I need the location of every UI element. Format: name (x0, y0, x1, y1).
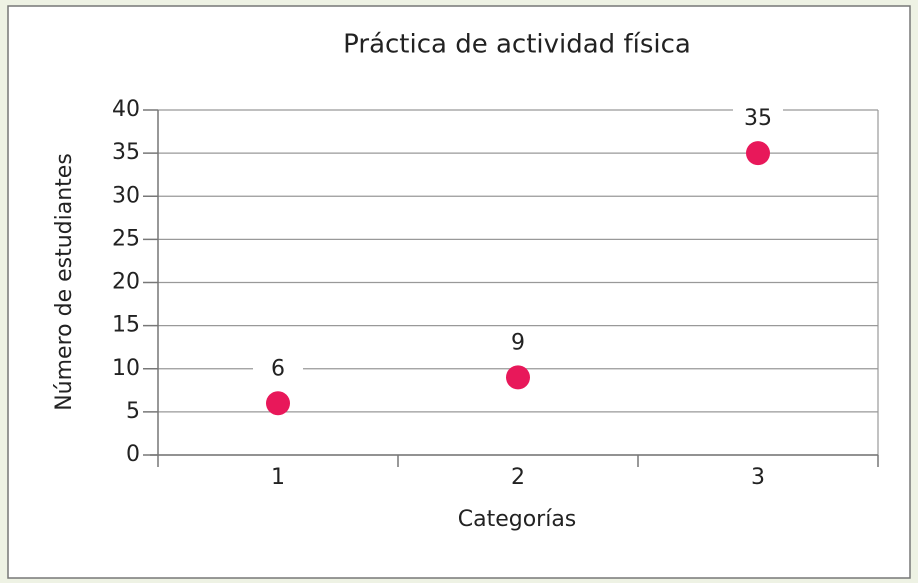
y-tick-label: 15 (112, 313, 140, 338)
dot (506, 365, 530, 390)
y-tick-label: 40 (112, 97, 140, 122)
y-tick-label: 5 (126, 399, 140, 424)
y-tick-label: 10 (112, 356, 140, 381)
x-tick-label: 1 (271, 465, 285, 490)
label-bg (253, 355, 303, 382)
chart-title: Práctica de actividad física (343, 30, 691, 60)
dot (746, 141, 770, 166)
y-axis-label: Número de estudiantes (52, 153, 77, 411)
x-tick-label: 3 (751, 465, 765, 490)
label-bg (733, 105, 783, 132)
data-label: 35 (744, 106, 772, 131)
y-tick-label: 20 (112, 270, 140, 295)
x-axis-label: Categorías (458, 507, 577, 532)
y-tick-label: 30 (112, 183, 140, 208)
dot (266, 391, 290, 416)
x-tick-label: 2 (511, 465, 525, 490)
label-bg (493, 329, 543, 356)
chart-frame (7, 5, 911, 579)
data-label: 6 (271, 356, 285, 381)
y-tick-label: 25 (112, 226, 140, 251)
y-tick-label: 35 (112, 140, 140, 165)
y-tick-label: 0 (126, 442, 140, 467)
data-label: 9 (511, 330, 525, 355)
